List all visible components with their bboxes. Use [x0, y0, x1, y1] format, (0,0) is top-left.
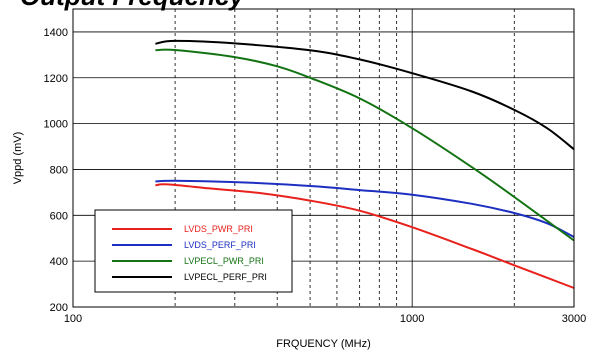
- series-line-lvpecl_perf_pri: [155, 39, 575, 151]
- y-tick-label: 800: [50, 164, 68, 176]
- series-layer: [155, 39, 575, 289]
- series-line-lvpecl_pwr_pri: [155, 48, 575, 242]
- y-tick-label: 200: [50, 302, 68, 314]
- y-tick-label: 600: [50, 210, 68, 222]
- y-tick-label: 1400: [44, 27, 68, 39]
- y-tick-labels: 200 400 600 800 1000 1200 1400: [44, 27, 68, 314]
- series-line-lvds_perf_pri: [155, 179, 575, 238]
- y-axis-label: Vppd (mV): [12, 132, 24, 185]
- legend-label: LVDS_PERF_PRI: [184, 240, 256, 250]
- chart-title: Output Frequency: [20, 0, 245, 11]
- series-line-lvds_pwr_pri: [155, 183, 575, 289]
- x-tick-labels: 100 1000 3000: [64, 313, 586, 325]
- legend: LVDS_PWR_PRI LVDS_PERF_PRI LVPECL_PWR_PRI L…: [94, 209, 293, 293]
- y-tick-label: 1000: [44, 119, 68, 131]
- x-axis-label: FRQUENCY (MHz): [276, 338, 371, 350]
- x-tick-label: 100: [64, 313, 82, 325]
- plot-frame: [72, 8, 575, 308]
- x-tick-label: 3000: [562, 313, 586, 325]
- legend-label: LVPECL_PWR_PRI: [184, 256, 264, 266]
- x-tick-label: 1000: [400, 313, 424, 325]
- legend-box: [94, 209, 293, 293]
- y-tick-label: 400: [50, 256, 68, 268]
- legend-label: LVPECL_PERF_PRI: [184, 272, 267, 282]
- y-tick-label: 1200: [44, 73, 68, 85]
- legend-label: LVDS_PWR_PRI: [184, 224, 253, 234]
